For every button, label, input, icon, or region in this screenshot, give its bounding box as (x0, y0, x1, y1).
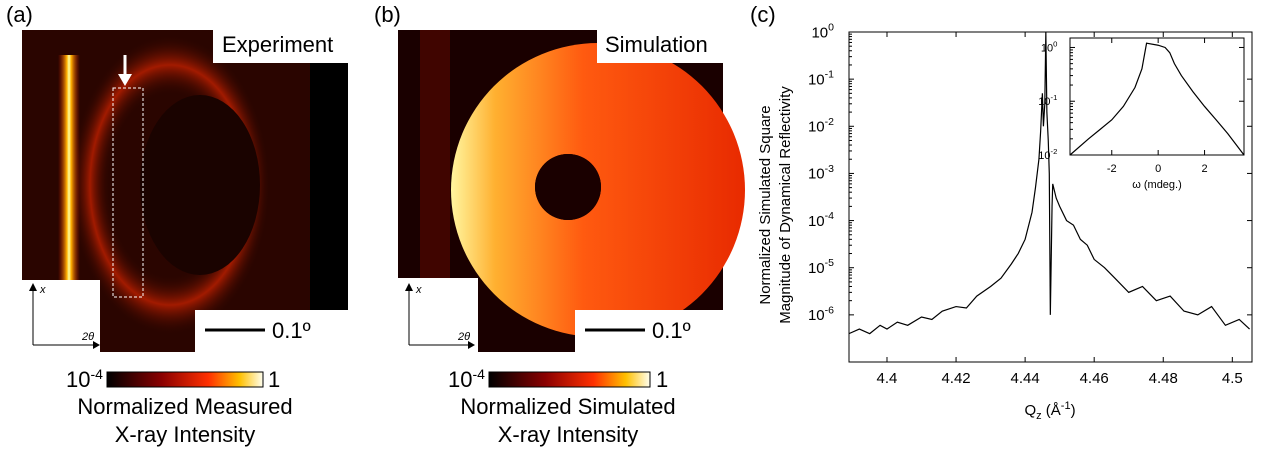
y-tick-base: 10 (1038, 150, 1050, 162)
colorbar-max: 1 (656, 367, 668, 392)
x-tick-label: 4.4 (877, 370, 898, 387)
y-tick-label: 10-6 (808, 304, 834, 324)
y-tick-exp: -6 (825, 304, 834, 316)
caption: Normalized Measured (77, 394, 292, 419)
colorbar-min: 10-4 (448, 366, 485, 392)
y-tick-label: 10-3 (808, 163, 834, 183)
y-tick-exp: -4 (825, 210, 834, 222)
x-tick-label: 0 (1155, 163, 1161, 175)
x-tick-label: 4.48 (1149, 370, 1178, 387)
y-tick-exp: -3 (825, 163, 834, 175)
x-tick-label: 2 (1201, 163, 1207, 175)
colorbar-min-exp: -4 (472, 366, 485, 382)
y-tick-exp: -1 (1051, 93, 1058, 102)
x-label-part: ) (1071, 402, 1076, 419)
colorbar-min-base: 10 (66, 367, 90, 392)
y-tick-base: 10 (808, 166, 825, 183)
panel-letter: (c) (750, 2, 776, 27)
colorbar-min-base: 10 (448, 367, 472, 392)
x-tick-label: 4.5 (1222, 370, 1243, 387)
x-tick-label: 4.42 (941, 370, 970, 387)
colorbar-min-exp: -4 (90, 366, 103, 382)
inset-x-label: ω (mdeg.) (1132, 179, 1182, 191)
y-tick-exp: 0 (1053, 39, 1057, 48)
panel-label: Experiment (222, 32, 333, 57)
x-label-part: Q (1024, 402, 1036, 419)
experiment-image (22, 30, 348, 352)
axis-label: x (415, 284, 422, 296)
y-tick-exp: 0 (828, 22, 834, 34)
y-tick-base: 10 (811, 24, 828, 41)
scale-label: 0.1º (652, 318, 691, 343)
x-label-part: (Å (1042, 402, 1061, 419)
y-tick-base: 10 (1038, 96, 1050, 108)
y-tick-base: 10 (808, 307, 825, 324)
y-tick-base: 10 (808, 260, 825, 277)
axis-label: 2θ (81, 331, 94, 343)
y-tick-exp: -2 (825, 116, 834, 128)
scale-label: 0.1º (272, 318, 311, 343)
y-tick-base: 10 (808, 119, 825, 136)
x-tick-label: 4.46 (1080, 370, 1109, 387)
y-tick-label: 10-1 (808, 69, 834, 89)
x-tick-label: 4.44 (1011, 370, 1040, 387)
y-tick-label: 10-1 (1038, 93, 1057, 108)
figure: (a) Experiment 0.1º x 2θ 10-4 1 Normaliz… (0, 0, 1266, 454)
caption: X-ray Intensity (115, 422, 256, 447)
y-axis-label: Magnitude of Dynamical Reflectivity (777, 86, 794, 324)
y-axis-label: Normalized Simulated Square (757, 105, 774, 304)
caption: Normalized Simulated (460, 394, 675, 419)
x-axis-label: Qz (Å-1) (1024, 400, 1075, 422)
caption: X-ray Intensity (498, 422, 639, 447)
y-tick-label: 10-2 (808, 116, 834, 136)
inset-background (1070, 38, 1244, 155)
simulation-image (398, 30, 745, 352)
panel-letter: (a) (6, 2, 33, 27)
colorbar-max: 1 (268, 367, 280, 392)
y-tick-label: 10-4 (808, 210, 834, 230)
y-tick-base: 10 (808, 213, 825, 230)
colorbar-min: 10-4 (66, 366, 103, 392)
colorbar (489, 372, 650, 387)
y-tick-base: 10 (1041, 42, 1053, 54)
y-tick-label: 10-2 (1038, 147, 1057, 162)
x-label-sup: -1 (1061, 400, 1071, 412)
y-tick-exp: -2 (1051, 147, 1058, 156)
y-tick-label: 100 (811, 22, 834, 42)
colorbar (107, 372, 263, 387)
panel-label: Simulation (605, 32, 708, 57)
y-tick-exp: -5 (825, 257, 834, 269)
y-tick-label: 10-5 (808, 257, 834, 277)
page: {"figure": { "panel_a": {"letter": "(a)"… (0, 0, 1266, 454)
axis-label: x (39, 284, 46, 296)
y-tick-exp: -1 (825, 69, 834, 81)
panel-letter: (b) (374, 2, 401, 27)
y-tick-base: 10 (808, 71, 825, 88)
y-tick-label: 100 (1041, 39, 1058, 54)
axis-label: 2θ (457, 331, 470, 343)
x-tick-label: -2 (1107, 163, 1117, 175)
